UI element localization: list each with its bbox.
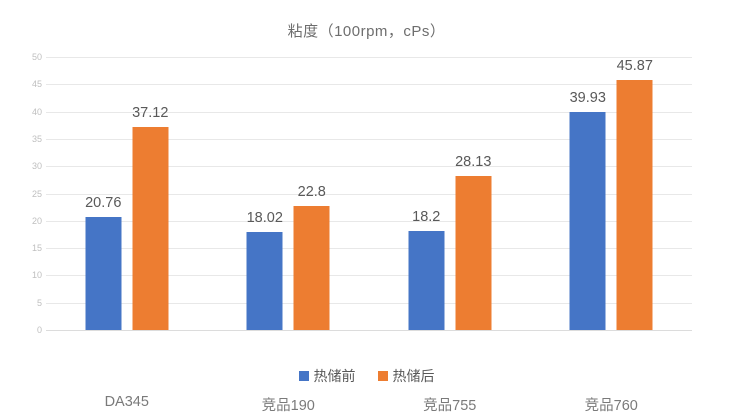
bar-value-label: 22.8 <box>297 183 326 200</box>
bar-wrap: 18.2 <box>408 209 445 330</box>
bar-wrap: 18.02 <box>246 210 283 330</box>
y-axis-tick-label: 30 <box>31 161 42 172</box>
legend-item-series2: 热储后 <box>377 366 435 386</box>
bar-value-label: 45.87 <box>616 57 653 74</box>
bar-value-label: 18.02 <box>246 209 283 226</box>
legend-label-series1: 热储前 <box>313 368 356 384</box>
bar-value-label: 28.13 <box>455 154 492 171</box>
chart-legend: 热储前 热储后 <box>0 366 733 386</box>
bar-热储前-竞品755 <box>408 230 445 330</box>
category-label: 竞品760 <box>584 398 638 412</box>
bar-热储后-竞品190 <box>293 205 330 330</box>
bar-wrap: 37.12 <box>132 105 169 330</box>
bar-group: 18.02 22.8 <box>246 184 330 330</box>
chart-title: 粘度（100rpm，cPs） <box>287 23 446 40</box>
legend-label-series2: 热储后 <box>392 368 435 384</box>
y-axis-tick-label: 5 <box>36 297 42 308</box>
bar-wrap: 45.87 <box>616 58 653 330</box>
y-axis-tick-label: 15 <box>31 243 42 254</box>
plot-area: 0 5 10 15 20 25 30 35 40 45 50 20.76 37.12 DA345 18.02… <box>32 52 692 412</box>
y-axis-tick-label: 40 <box>31 106 42 117</box>
bar-group: 39.93 45.87 <box>569 58 653 330</box>
bar-热储前-竞品760 <box>569 111 606 330</box>
gridline <box>46 84 692 86</box>
y-axis-tick-label: 45 <box>31 79 42 90</box>
x-axis-line <box>46 330 692 331</box>
bar-wrap: 39.93 <box>569 90 606 330</box>
bar-value-label: 37.12 <box>132 105 169 122</box>
y-axis-tick-label: 20 <box>31 215 42 226</box>
bar-热储后-DA345 <box>132 127 169 330</box>
bar-wrap: 20.76 <box>85 195 122 330</box>
legend-item-series1: 热储前 <box>298 366 356 386</box>
gridline <box>46 57 692 58</box>
y-axis-tick-label: 50 <box>31 52 42 62</box>
bar-group: 18.2 28.13 <box>408 154 492 330</box>
bar-value-label: 20.76 <box>85 194 122 211</box>
y-axis-tick-label: 35 <box>31 133 42 144</box>
y-axis-tick-label: 25 <box>31 188 42 199</box>
bar-热储前-竞品190 <box>246 231 283 330</box>
bar-group: 20.76 37.12 <box>85 105 169 330</box>
bar-热储后-竞品755 <box>455 176 492 330</box>
gridline <box>46 111 692 113</box>
series1-swatch-icon <box>298 371 309 381</box>
bar-wrap: 22.8 <box>293 184 330 330</box>
gridline <box>46 166 692 168</box>
category-label: 竞品755 <box>423 398 477 412</box>
bar-热储后-竞品760 <box>616 79 653 330</box>
gridline <box>46 275 692 277</box>
category-label: 竞品190 <box>261 398 315 412</box>
gridline <box>46 302 692 304</box>
y-axis-tick-label: 0 <box>36 325 42 335</box>
y-axis-tick-label: 10 <box>31 270 42 281</box>
category-label: DA345 <box>104 394 149 410</box>
gridline <box>46 248 692 250</box>
bar-热储前-DA345 <box>85 216 122 330</box>
gridline <box>46 138 692 140</box>
bar-wrap: 28.13 <box>455 154 492 330</box>
gridline <box>46 220 692 222</box>
gridline <box>46 193 692 195</box>
bar-value-label: 18.2 <box>412 208 441 225</box>
bar-value-label: 39.93 <box>569 89 606 106</box>
series2-swatch-icon <box>377 371 388 381</box>
